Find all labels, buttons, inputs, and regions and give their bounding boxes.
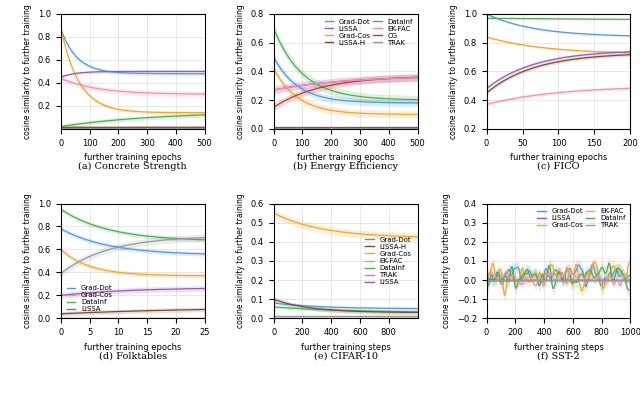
Y-axis label: cosine similarity to further training: cosine similarity to further training — [23, 193, 32, 328]
X-axis label: further training steps: further training steps — [513, 343, 604, 352]
Y-axis label: cosine similarity to further training: cosine similarity to further training — [442, 193, 451, 328]
Y-axis label: cosine similarity to further training: cosine similarity to further training — [236, 4, 245, 139]
Title: (f) SST-2: (f) SST-2 — [537, 351, 580, 360]
X-axis label: further training steps: further training steps — [301, 343, 390, 352]
Title: (c) FICO: (c) FICO — [537, 162, 580, 171]
Legend: Grad-Dot, LiSSA, Grad-Cos, LiSSA-H, DataInf, EK-FAC, CG, TRAK: Grad-Dot, LiSSA, Grad-Cos, LiSSA-H, Data… — [323, 18, 414, 47]
Title: (a) Concrete Strength: (a) Concrete Strength — [79, 162, 187, 171]
X-axis label: further training epochs: further training epochs — [510, 153, 607, 162]
X-axis label: further training epochs: further training epochs — [84, 153, 181, 162]
X-axis label: further training epochs: further training epochs — [84, 343, 181, 352]
Title: (e) CIFAR-10: (e) CIFAR-10 — [314, 351, 378, 360]
Legend: Grad-Dot, Grad-Cos, DataInf, LiSSA: Grad-Dot, Grad-Cos, DataInf, LiSSA — [64, 282, 116, 315]
Legend: Grad-Dot, LiSSA, Grad-Cos, EK-FAC, DataInf, TRAK: Grad-Dot, LiSSA, Grad-Cos, EK-FAC, DataI… — [536, 207, 627, 230]
X-axis label: further training epochs: further training epochs — [297, 153, 394, 162]
Y-axis label: cosine similarity to further training: cosine similarity to further training — [236, 193, 245, 328]
Legend: Grad-Dot, LiSSA-H, Grad-Cos, EK-FAC, DataInf, TRAK, LiSSA: Grad-Dot, LiSSA-H, Grad-Cos, EK-FAC, Dat… — [363, 234, 414, 288]
Y-axis label: cosine similarity to further training: cosine similarity to further training — [23, 4, 32, 139]
Title: (d) Folktables: (d) Folktables — [99, 351, 167, 360]
Y-axis label: cosine similarity to further training: cosine similarity to further training — [449, 4, 458, 139]
Title: (b) Energy Efficiency: (b) Energy Efficiency — [293, 162, 398, 171]
